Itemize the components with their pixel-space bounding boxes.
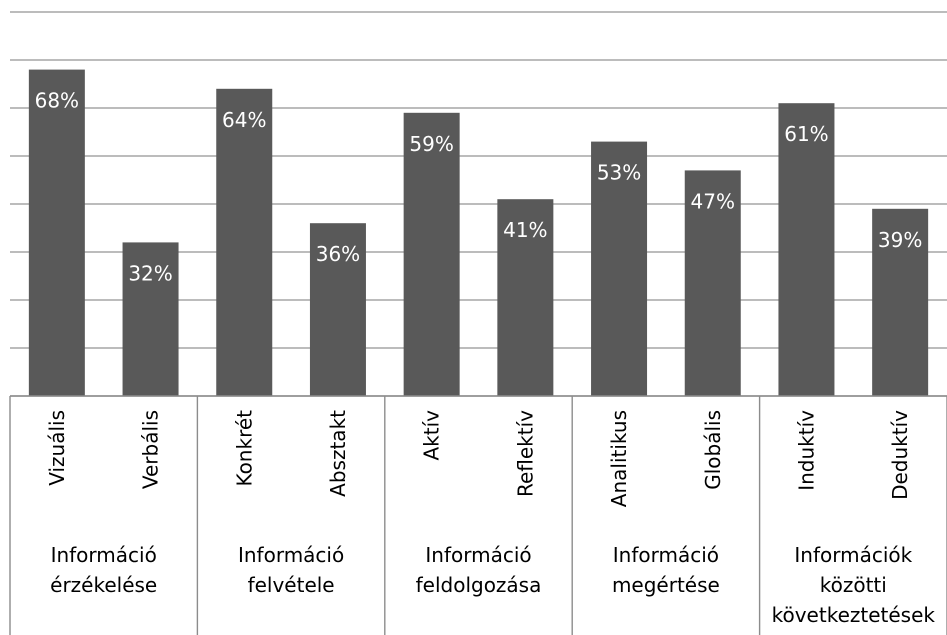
group-label: Információ [51, 543, 157, 567]
category-label: Induktív [794, 410, 818, 491]
data-label: 59% [409, 132, 453, 156]
group-labels: Információ érzékelése Információ felvétele I… [50, 543, 935, 627]
data-label: 53% [597, 161, 641, 185]
group-label: Információ [613, 543, 719, 567]
group-label: felvétele [248, 573, 335, 597]
group-label: érzékelése [50, 573, 157, 597]
data-label: 32% [128, 261, 172, 285]
data-label: 41% [503, 218, 547, 242]
category-label: Deduktív [888, 410, 912, 500]
group-label: közötti [820, 573, 887, 597]
category-label: Konkrét [232, 410, 256, 487]
bar [872, 208, 929, 396]
data-label: 39% [878, 228, 922, 252]
group-label: Információ [238, 543, 344, 567]
bar [122, 242, 179, 396]
bars [28, 69, 929, 397]
category-label: Verbális [139, 410, 163, 489]
group-label: következtetések [772, 603, 936, 627]
category-label: Globális [701, 410, 725, 490]
data-label: 36% [316, 242, 360, 266]
bar [591, 141, 648, 396]
axis-frame [9, 395, 947, 635]
data-label: 68% [35, 89, 79, 113]
bar [497, 199, 554, 396]
category-label: Vizuális [45, 410, 69, 486]
data-label: 64% [222, 108, 266, 132]
group-label: megértése [612, 573, 720, 597]
data-label: 61% [784, 122, 828, 146]
bar [216, 88, 273, 397]
data-labels: 68% 32% 64% 36% 59% 41% 53% 47% 61% 39% [35, 89, 923, 286]
category-label: Aktív [420, 410, 444, 461]
bar [28, 69, 85, 396]
group-label: feldolgozása [416, 573, 542, 597]
category-label: Reflektív [513, 410, 537, 497]
data-label: 47% [691, 189, 735, 213]
bar [403, 112, 460, 397]
category-label: Absztakt [326, 410, 350, 497]
category-label: Analitikus [607, 410, 631, 507]
bar [684, 170, 741, 396]
bar [309, 223, 366, 396]
bar [778, 103, 835, 396]
group-label: Információk [794, 543, 912, 567]
category-labels: Vizuális Verbális Konkrét Absztakt Aktív Refl… [45, 410, 912, 507]
group-label: Információ [425, 543, 531, 567]
